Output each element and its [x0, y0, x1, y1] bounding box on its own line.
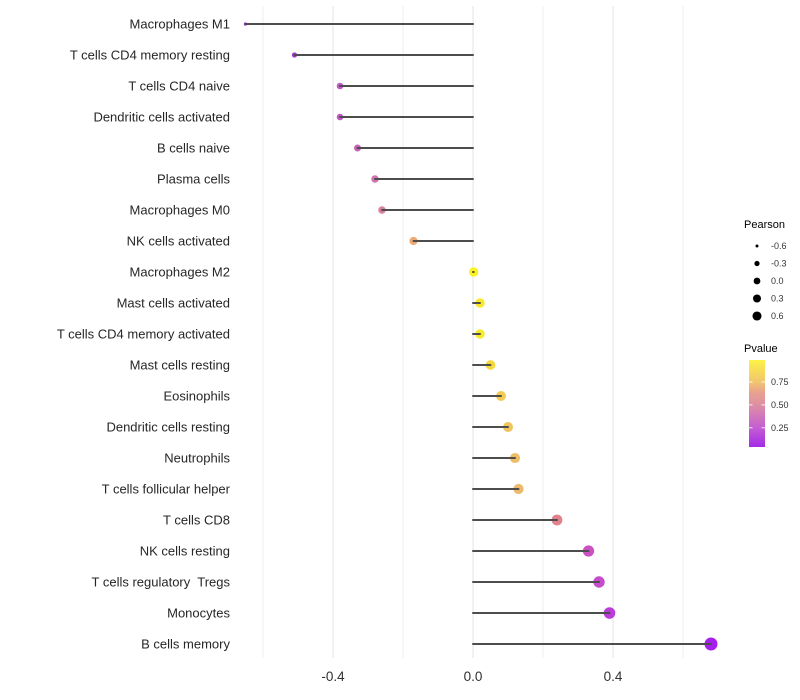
category-label: Eosinophils	[164, 389, 231, 404]
lollipop-row: Dendritic cells resting	[106, 420, 514, 435]
lollipop-row: T cells follicular helper	[102, 482, 524, 497]
legend-pvalue-color: Pvalue 0.75 0.50 0.25	[744, 343, 789, 447]
category-label: Neutrophils	[164, 451, 230, 466]
legend-pearson-title: Pearson	[744, 219, 785, 231]
category-label: T cells CD4 memory resting	[70, 48, 230, 63]
legend-size-dot	[755, 244, 759, 248]
legend-pvalue-title: Pvalue	[744, 343, 778, 355]
category-label: Macrophages M2	[130, 265, 230, 280]
legend-size-dot	[753, 277, 761, 285]
data-rows: Macrophages M1 T cells CD4 memory resting…	[57, 17, 718, 652]
lollipop-row: NK cells resting	[140, 544, 595, 559]
lollipop-row: B cells naive	[157, 141, 474, 156]
lollipop-row: Mast cells resting	[130, 358, 496, 373]
lollipop-row: NK cells activated	[127, 234, 474, 249]
legend-size-dot	[754, 260, 760, 267]
lollipop-row: Mast cells activated	[117, 296, 485, 311]
legend-size-label: 0.6	[771, 311, 784, 321]
lollipop-row: Eosinophils	[164, 389, 506, 404]
lollipop-row: Macrophages M1	[130, 17, 474, 32]
legend-size-label: -0.3	[771, 259, 787, 269]
category-label: Macrophages M0	[130, 203, 230, 218]
legend-pearson-items: -0.6 -0.3 0.0 0.3 0.6	[752, 241, 787, 321]
category-label: Plasma cells	[157, 172, 230, 187]
category-label: B cells naive	[157, 141, 230, 156]
category-label: NK cells resting	[140, 544, 230, 559]
lollipop-row: T cells CD4 memory activated	[57, 327, 485, 342]
x-tick-label: 0.4	[604, 669, 623, 684]
legend-size-label: 0.3	[771, 294, 784, 304]
category-label: T cells CD4 naive	[128, 79, 230, 94]
lollipop-row: T cells CD4 naive	[128, 79, 474, 94]
category-label: Dendritic cells activated	[93, 110, 230, 125]
category-label: B cells memory	[141, 637, 230, 652]
category-label: Monocytes	[167, 606, 230, 621]
lollipop-row: Macrophages M0	[130, 203, 474, 218]
lollipop-row: B cells memory	[141, 637, 718, 652]
category-label: Dendritic cells resting	[106, 420, 230, 435]
pvalue-colorbar	[749, 360, 765, 447]
category-label: NK cells activated	[127, 234, 230, 249]
legend-size-label: 0.0	[771, 276, 784, 286]
category-label: Mast cells resting	[130, 358, 230, 373]
lollipop-row: T cells CD8	[163, 513, 563, 528]
x-axis-tick-labels: -0.4 0.0 0.4	[321, 669, 623, 684]
legend-pearson-size: Pearson -0.6 -0.3 0.0 0.3 0.6	[744, 219, 787, 321]
legend-size-dot	[752, 311, 762, 321]
lollipop-row: T cells regulatory Tregs	[92, 575, 605, 590]
x-tick-label: -0.4	[321, 669, 345, 684]
x-tick-label: 0.0	[464, 669, 483, 684]
lollipop-row: Monocytes	[167, 606, 616, 621]
colorbar-tick-label: 0.50	[771, 400, 789, 410]
lollipop-row: Dendritic cells activated	[93, 110, 474, 125]
lollipop-row: Neutrophils	[164, 451, 521, 466]
lollipop-row: Plasma cells	[157, 172, 474, 187]
lollipop-row: T cells CD4 memory resting	[70, 48, 474, 63]
lollipop-row: Macrophages M2	[130, 265, 479, 280]
category-label: T cells CD8	[163, 513, 230, 528]
legend-size-label: -0.6	[771, 241, 787, 251]
pvalue-colorbar-ticks: 0.75 0.50 0.25	[749, 377, 789, 433]
category-label: T cells follicular helper	[102, 482, 231, 497]
colorbar-tick-label: 0.75	[771, 377, 789, 387]
category-label: Mast cells activated	[117, 296, 230, 311]
legend-size-dot	[752, 294, 762, 303]
category-label: T cells regulatory Tregs	[92, 575, 231, 590]
category-label: Macrophages M1	[130, 17, 230, 32]
gridlines	[262, 6, 684, 658]
category-label: T cells CD4 memory activated	[57, 327, 230, 342]
colorbar-tick-label: 0.25	[771, 423, 789, 433]
